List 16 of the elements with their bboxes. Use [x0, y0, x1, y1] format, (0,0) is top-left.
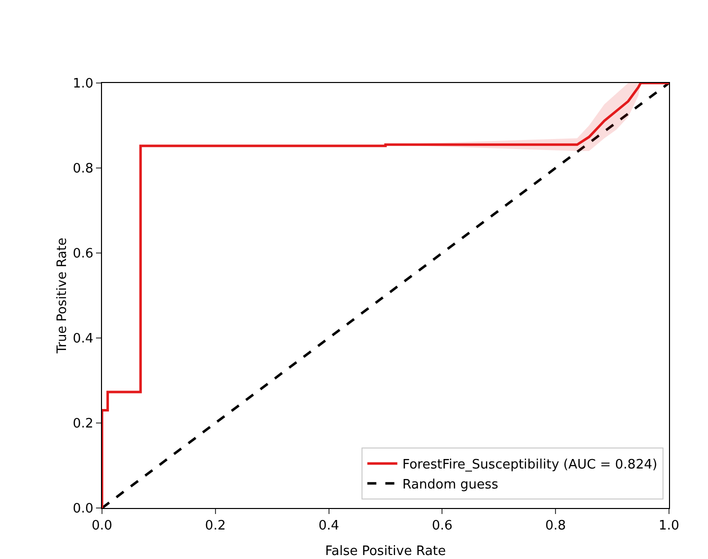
x-tick-label: 0.4: [318, 518, 340, 534]
y-tick-label: 0.2: [72, 416, 94, 432]
x-tick-label: 1.0: [658, 518, 680, 534]
x-tick-label: 0.6: [432, 518, 453, 534]
x-tick-label: 0.8: [545, 518, 566, 534]
y-axis-title: True Positive Rate: [55, 238, 70, 354]
x-tick-label: 0.0: [92, 518, 112, 534]
legend-label: Random guess: [402, 477, 499, 492]
legend-label: ForestFire_Susceptibility (AUC = 0.824): [402, 458, 658, 473]
y-tick-label: 1.0: [72, 76, 94, 92]
y-tick-label: 0.0: [72, 502, 94, 517]
y-tick-label: 0.6: [72, 246, 94, 262]
x-tick-label: 0.2: [205, 518, 226, 534]
y-tick-label: 0.8: [72, 162, 94, 177]
x-axis-title: False Positive Rate: [325, 544, 446, 559]
y-tick-label: 0.4: [72, 332, 94, 347]
